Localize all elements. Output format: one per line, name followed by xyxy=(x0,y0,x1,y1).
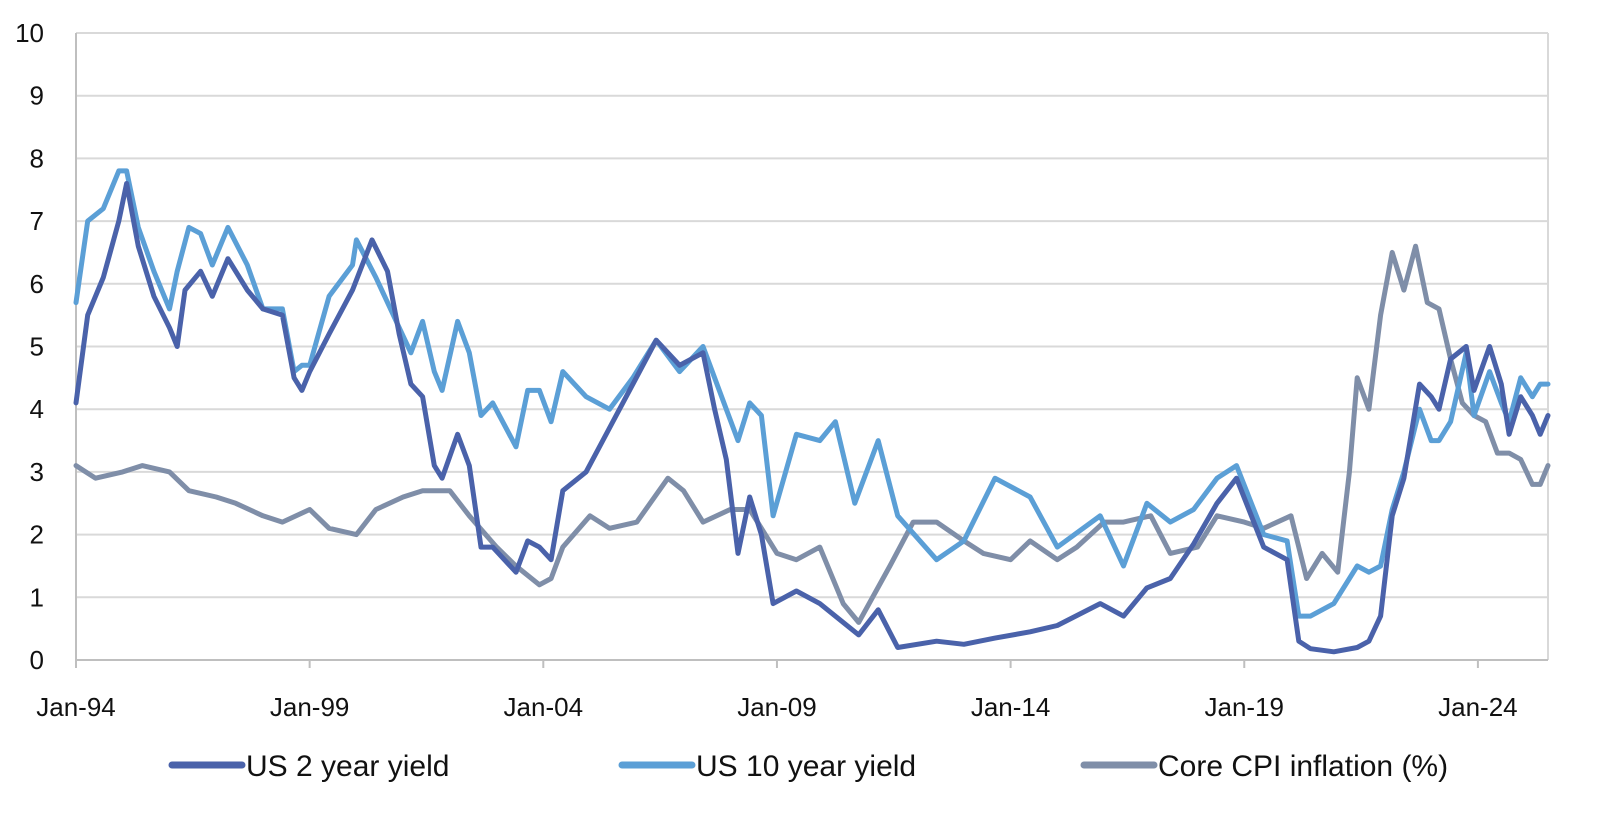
y-tick-label: 3 xyxy=(30,457,44,487)
x-tick-label: Jan-19 xyxy=(1205,692,1285,722)
legend-label: Core CPI inflation (%) xyxy=(1158,750,1448,783)
y-tick-label: 7 xyxy=(30,206,44,236)
y-tick-label: 2 xyxy=(30,520,44,550)
x-tick-label: Jan-14 xyxy=(971,692,1051,722)
x-tick-label: Jan-24 xyxy=(1438,692,1518,722)
series-line-us-2-year-yield xyxy=(73,181,1551,655)
x-tick-label: Jan-09 xyxy=(737,692,817,722)
x-tick-label: Jan-99 xyxy=(270,692,350,722)
y-tick-label: 4 xyxy=(30,394,44,424)
y-tick-label: 0 xyxy=(30,645,44,675)
series-line-us-10-year-yield xyxy=(73,168,1551,619)
y-tick-label: 5 xyxy=(30,332,44,362)
legend-label: US 2 year yield xyxy=(246,750,449,783)
y-axis-tick-labels: 0 1 2 3 4 5 6 7 8 9 10 xyxy=(15,18,44,675)
x-tick-label: Jan-94 xyxy=(36,692,116,722)
x-axis-tick-labels: Jan-94 Jan-99 Jan-04 Jan-09 Jan-14 Jan-19 Jan-… xyxy=(36,692,1517,722)
x-tick-label: Jan-04 xyxy=(504,692,584,722)
series-lines xyxy=(73,168,1551,655)
legend: US 2 year yield US 10 year yield Core CPI … xyxy=(168,750,1448,783)
series-line-core-cpi-inflation xyxy=(73,243,1551,625)
y-tick-label: 8 xyxy=(30,143,44,173)
legend-label: US 10 year yield xyxy=(696,750,916,783)
y-tick-label: 9 xyxy=(30,81,44,111)
y-tick-label: 1 xyxy=(30,582,44,612)
gridlines xyxy=(76,32,1548,599)
y-tick-label: 10 xyxy=(15,18,44,48)
axes xyxy=(75,33,1549,668)
y-tick-label: 6 xyxy=(30,269,44,299)
